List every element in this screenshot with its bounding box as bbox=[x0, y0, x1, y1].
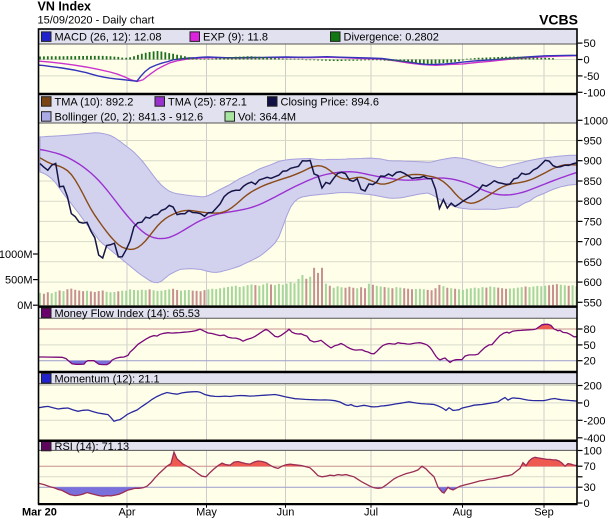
svg-text:-200: -200 bbox=[584, 415, 606, 427]
svg-text:650: 650 bbox=[584, 257, 602, 269]
svg-text:Sep: Sep bbox=[534, 507, 554, 519]
svg-text:30: 30 bbox=[584, 482, 596, 494]
svg-text:80: 80 bbox=[584, 324, 596, 336]
svg-text:May: May bbox=[196, 507, 217, 519]
svg-text:TMA (10): 892.2: TMA (10): 892.2 bbox=[55, 96, 134, 108]
svg-text:EXP (9): 11.8: EXP (9): 11.8 bbox=[203, 32, 268, 44]
svg-text:VCBS: VCBS bbox=[539, 12, 578, 28]
svg-text:50: 50 bbox=[584, 340, 596, 352]
svg-text:50: 50 bbox=[584, 38, 596, 50]
svg-text:Bollinger (20, 2): 841.3 - 912: Bollinger (20, 2): 841.3 - 912.6 bbox=[55, 111, 204, 123]
svg-text:20: 20 bbox=[584, 356, 596, 368]
svg-text:0M: 0M bbox=[17, 300, 32, 312]
svg-text:900: 900 bbox=[584, 156, 602, 168]
svg-text:-50: -50 bbox=[584, 71, 600, 83]
svg-text:750: 750 bbox=[584, 216, 602, 228]
svg-text:-100: -100 bbox=[584, 87, 606, 99]
svg-text:15/09/2020 - Daily chart: 15/09/2020 - Daily chart bbox=[38, 15, 155, 27]
svg-text:70: 70 bbox=[584, 461, 596, 473]
svg-text:100: 100 bbox=[584, 446, 602, 458]
svg-text:1000M: 1000M bbox=[0, 249, 33, 261]
svg-text:-400: -400 bbox=[584, 433, 606, 445]
svg-text:200: 200 bbox=[584, 381, 602, 393]
svg-text:Aug: Aug bbox=[453, 507, 473, 519]
svg-text:700: 700 bbox=[584, 237, 602, 249]
svg-text:950: 950 bbox=[584, 136, 602, 148]
svg-text:Closing Price: 894.6: Closing Price: 894.6 bbox=[281, 96, 379, 108]
svg-text:Vol: 364.4M: Vol: 364.4M bbox=[238, 111, 296, 123]
svg-text:550: 550 bbox=[584, 297, 602, 309]
svg-text:1000: 1000 bbox=[584, 115, 608, 127]
svg-text:Divergence: 0.2802: Divergence: 0.2802 bbox=[344, 32, 439, 44]
svg-text:500M: 500M bbox=[5, 275, 33, 287]
svg-text:600: 600 bbox=[584, 277, 602, 289]
svg-text:850: 850 bbox=[584, 176, 602, 188]
svg-text:800: 800 bbox=[584, 196, 602, 208]
svg-text:Money Flow Index (14): 65.53: Money Flow Index (14): 65.53 bbox=[55, 308, 201, 320]
svg-text:RSI (14): 71.13: RSI (14): 71.13 bbox=[55, 441, 130, 453]
svg-text:Momentum (12): 21.1: Momentum (12): 21.1 bbox=[55, 373, 160, 385]
svg-text:0: 0 bbox=[584, 398, 590, 410]
svg-text:0: 0 bbox=[584, 498, 590, 510]
svg-text:Jul: Jul bbox=[364, 507, 378, 519]
svg-text:MACD (26, 12): 12.08: MACD (26, 12): 12.08 bbox=[55, 32, 162, 44]
svg-text:VN Index: VN Index bbox=[38, 0, 92, 14]
svg-text:Jun: Jun bbox=[277, 507, 295, 519]
svg-text:Mar 20: Mar 20 bbox=[22, 507, 57, 519]
svg-text:0: 0 bbox=[584, 55, 590, 67]
svg-text:TMA (25): 872.1: TMA (25): 872.1 bbox=[168, 96, 247, 108]
svg-text:Apr: Apr bbox=[118, 507, 135, 519]
